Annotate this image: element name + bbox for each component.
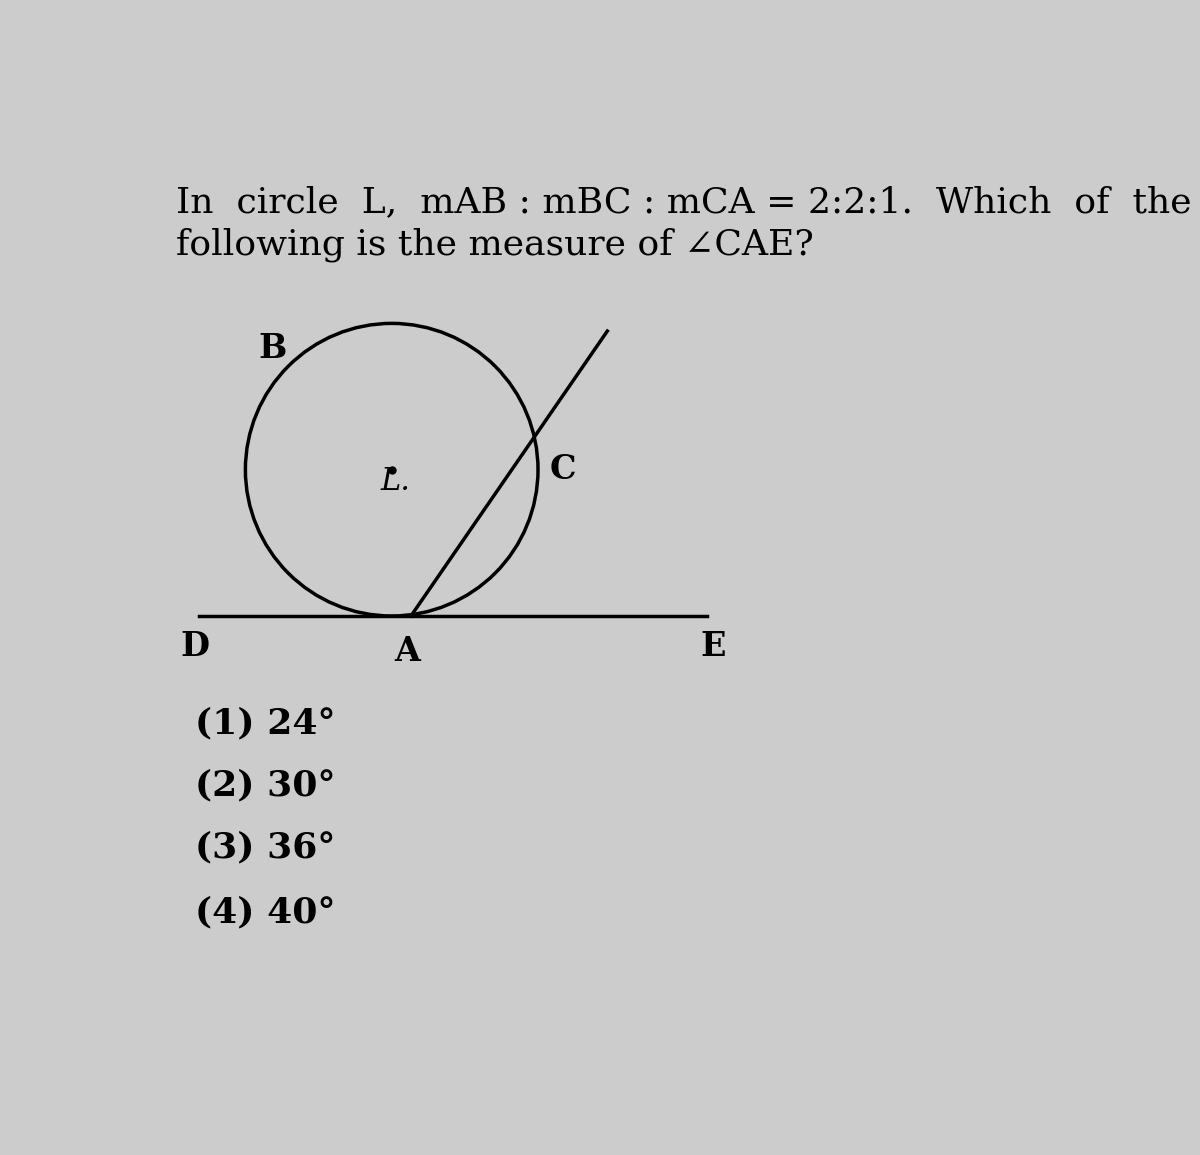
Text: following is the measure of ∠CAE?: following is the measure of ∠CAE? <box>176 228 814 262</box>
Text: B: B <box>258 331 287 365</box>
Text: E: E <box>701 629 726 663</box>
Text: In  circle  L,  mAB : mBC : mCA = 2:2:1.  Which  of  the: In circle L, mAB : mBC : mCA = 2:2:1. Wh… <box>176 185 1192 218</box>
Text: (1) 24°: (1) 24° <box>196 707 336 740</box>
Text: D: D <box>181 629 210 663</box>
Text: L.: L. <box>380 465 410 497</box>
Text: (2) 30°: (2) 30° <box>196 768 336 803</box>
Text: (4) 40°: (4) 40° <box>196 895 336 930</box>
Text: C: C <box>550 453 576 486</box>
Text: A: A <box>394 635 420 669</box>
Text: (3) 36°: (3) 36° <box>196 830 336 864</box>
